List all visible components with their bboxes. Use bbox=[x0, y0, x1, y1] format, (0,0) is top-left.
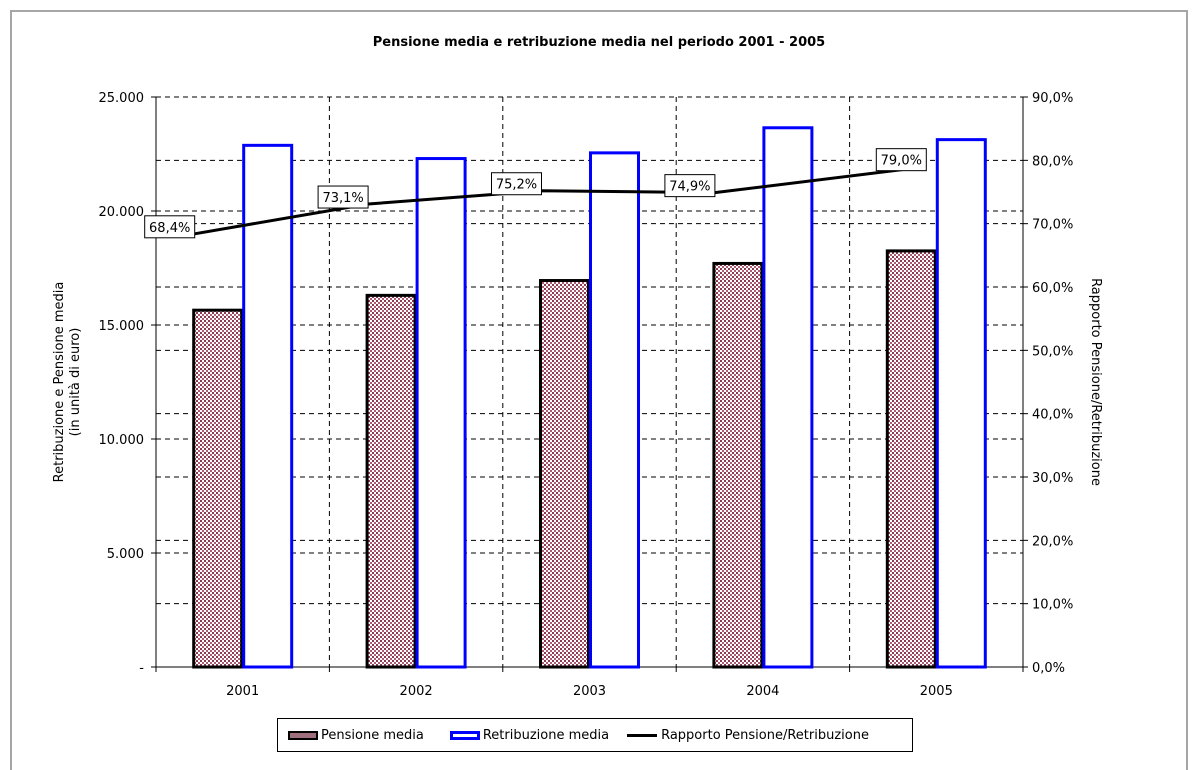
left-tick-label: - bbox=[139, 661, 144, 676]
bar-retribuzione-media bbox=[242, 143, 294, 669]
legend-item-pensione: Pensione media bbox=[288, 728, 424, 743]
data-label-rapporto: 75,2% bbox=[496, 178, 537, 193]
right-tick-label: 10,0% bbox=[1032, 598, 1073, 613]
left-tick-label: 25.000 bbox=[99, 91, 145, 106]
bar-pensione-media bbox=[885, 249, 937, 669]
x-tick-label: 2001 bbox=[226, 684, 259, 699]
data-label-box bbox=[875, 148, 927, 172]
left-axis-label-line2: (in unità di euro) bbox=[68, 328, 83, 437]
legend-item-rapporto: Rapporto Pensione/Retribuzione bbox=[627, 728, 869, 743]
right-tick-label: 30,0% bbox=[1032, 471, 1073, 486]
data-label-box bbox=[317, 185, 369, 209]
left-tick-label: 20.000 bbox=[99, 205, 145, 220]
right-tick-label: 20,0% bbox=[1032, 534, 1073, 549]
bar-retribuzione-media bbox=[762, 126, 814, 669]
data-label-box bbox=[491, 172, 542, 196]
chart-title: Pensione media e retribuzione media nel … bbox=[373, 35, 825, 50]
bar-pensione-media bbox=[712, 261, 764, 669]
right-tick-label: 40,0% bbox=[1032, 408, 1073, 423]
bar-retribuzione-media bbox=[589, 151, 640, 669]
right-tick-label: 60,0% bbox=[1032, 281, 1073, 296]
data-label-box bbox=[664, 174, 716, 198]
legend-swatch-retribuzione bbox=[449, 730, 480, 740]
left-tick-label: 10.000 bbox=[99, 433, 145, 448]
right-tick-label: 0,0% bbox=[1032, 661, 1065, 676]
data-label-rapporto: 74,9% bbox=[669, 180, 710, 195]
legend-label-retribuzione: Retribuzione media bbox=[482, 727, 610, 743]
bar-pensione-media bbox=[192, 308, 244, 669]
data-label-box bbox=[144, 215, 196, 239]
bar-pensione-media bbox=[365, 293, 417, 669]
legend-item-retribuzione: Retribuzione media bbox=[449, 727, 610, 743]
data-label-rapporto: 68,4% bbox=[149, 221, 190, 236]
left-tick-label: 5.000 bbox=[107, 547, 144, 562]
x-tick-label: 2004 bbox=[746, 684, 779, 699]
bar-retribuzione-media bbox=[415, 157, 467, 669]
data-label-rapporto: 73,1% bbox=[322, 191, 363, 206]
legend-swatch-rapporto bbox=[627, 733, 658, 737]
x-tick-label: 2003 bbox=[573, 684, 606, 699]
legend-swatch-pensione bbox=[288, 730, 318, 740]
x-tick-label: 2002 bbox=[400, 684, 433, 699]
legend-label-rapporto: Rapporto Pensione/Retribuzione bbox=[661, 727, 869, 743]
right-axis-label: Rapporto Pensione/Retribuzione bbox=[1088, 278, 1103, 486]
legend-label-pensione: Pensione media bbox=[321, 727, 424, 743]
chart-frame bbox=[10, 10, 1188, 770]
left-tick-label: 15.000 bbox=[99, 319, 145, 334]
right-tick-label: 90,0% bbox=[1032, 91, 1073, 106]
bar-retribuzione-media bbox=[935, 138, 987, 669]
data-label-rapporto: 79,0% bbox=[881, 154, 922, 169]
legend: Pensione media Retribuzione media Rappor… bbox=[277, 718, 913, 752]
left-axis-label-line1: Retribuzione e Pensione media bbox=[52, 282, 67, 483]
right-tick-label: 80,0% bbox=[1032, 154, 1073, 169]
bar-pensione-media bbox=[539, 279, 590, 669]
plot-area: - 5.000 10.000 15.000 20.000 25.000 0,0% 10,0% 2… bbox=[99, 91, 1074, 699]
right-tick-label: 70,0% bbox=[1032, 218, 1073, 233]
right-tick-label: 50,0% bbox=[1032, 344, 1073, 359]
x-tick-label: 2005 bbox=[920, 684, 953, 699]
